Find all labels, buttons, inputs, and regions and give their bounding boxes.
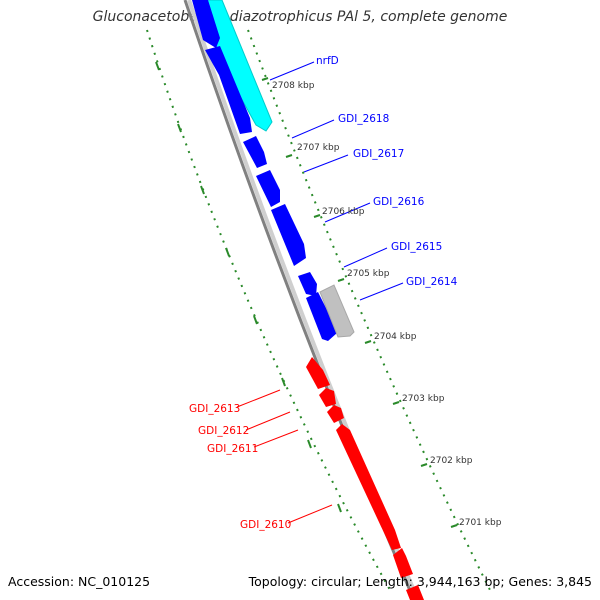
cds-forward-3[interactable]: [243, 136, 267, 168]
ruler-tick: [337, 503, 342, 513]
features: [192, 0, 424, 600]
label-connector: [253, 429, 299, 448]
cds-reverse-5[interactable]: [393, 548, 413, 578]
gene-label-gdi-2610[interactable]: GDI_2610: [240, 519, 291, 531]
gene-label-lines: [236, 61, 404, 524]
ruler-labels: 2708 kbp 2707 kbp 2706 kbp 2705 kbp 2704…: [272, 81, 502, 528]
cds-reverse-6[interactable]: [406, 585, 424, 600]
gene-label-gdi-2612[interactable]: GDI_2612: [198, 425, 249, 437]
kbp-label: 2705 kbp: [347, 269, 390, 279]
ruler-tick: [420, 463, 428, 467]
cds-forward-6[interactable]: [298, 272, 317, 296]
gene-labels: nrfD GDI_2618 GDI_2617 GDI_2616 GDI_2615…: [189, 55, 458, 531]
gene-label-gdi-2616[interactable]: GDI_2616: [373, 196, 425, 208]
kbp-label: 2704 kbp: [374, 332, 417, 342]
ruler-ticks: [155, 61, 458, 528]
gene-label-nrfd[interactable]: nrfD: [316, 55, 339, 67]
ruler-tick: [450, 524, 458, 528]
label-connector: [343, 247, 388, 268]
outer-ruler-track: [247, 29, 491, 591]
kbp-label: 2701 kbp: [459, 518, 502, 528]
kbp-label: 2707 kbp: [297, 143, 340, 153]
cds-reverse-1[interactable]: [306, 357, 330, 389]
ruler-tick: [281, 377, 286, 387]
label-connector: [245, 411, 291, 431]
ruler-tick: [261, 77, 269, 81]
genome-summary: Topology: circular; Length: 3,944,163 bp…: [248, 574, 592, 589]
ruler-tick: [392, 401, 400, 405]
kbp-label: 2708 kbp: [272, 81, 315, 91]
cds-forward-5[interactable]: [271, 204, 306, 266]
cds-reverse-2[interactable]: [319, 388, 336, 407]
cds-forward-2[interactable]: [205, 46, 252, 134]
inner-ruler-track: [146, 29, 391, 591]
cds-reverse-3[interactable]: [327, 405, 344, 423]
ruler-tick: [155, 61, 160, 71]
gene-label-gdi-2618[interactable]: GDI_2618: [338, 113, 389, 125]
label-connector: [359, 282, 404, 301]
kbp-label: 2703 kbp: [402, 394, 445, 404]
gene-label-gdi-2613[interactable]: GDI_2613: [189, 403, 240, 415]
ruler-tick: [307, 439, 312, 449]
ruler-tick: [364, 340, 372, 344]
ruler-tick: [253, 315, 258, 325]
gene-label-gdi-2614[interactable]: GDI_2614: [406, 276, 458, 288]
cds-forward-1[interactable]: [192, 0, 220, 48]
ruler-tick: [225, 247, 230, 257]
ruler-tick: [177, 123, 182, 133]
gene-label-gdi-2611[interactable]: GDI_2611: [207, 443, 258, 455]
cds-forward-7[interactable]: [306, 292, 337, 341]
kbp-label: 2706 kbp: [322, 207, 365, 217]
cds-reverse-4[interactable]: [336, 424, 401, 550]
label-connector: [287, 504, 333, 524]
other-feature[interactable]: [319, 284, 355, 338]
ruler-tick: [337, 278, 345, 282]
label-connector: [269, 61, 315, 81]
kbp-label: 2702 kbp: [430, 456, 473, 466]
accession-label: Accession: NC_010125: [8, 574, 151, 589]
label-connector: [291, 119, 335, 139]
gene-label-gdi-2615[interactable]: GDI_2615: [391, 241, 442, 253]
label-connector: [236, 389, 281, 408]
ruler-tick: [200, 185, 205, 195]
gene-label-gdi-2617[interactable]: GDI_2617: [353, 148, 404, 160]
ruler-tick: [313, 214, 321, 218]
ruler-tick: [285, 154, 293, 158]
cds-forward-4[interactable]: [256, 170, 280, 207]
label-connector: [324, 202, 371, 223]
label-connector: [303, 154, 349, 173]
